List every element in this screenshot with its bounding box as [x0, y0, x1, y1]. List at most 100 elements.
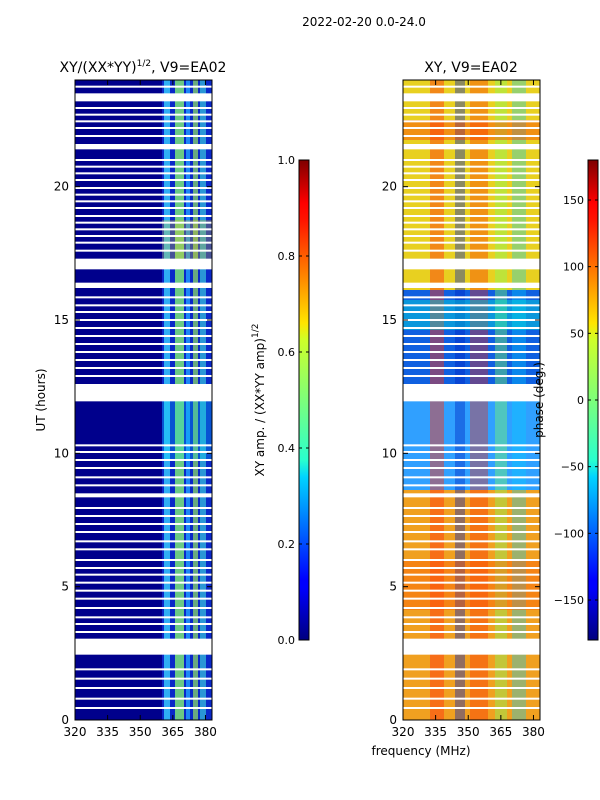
- left-gap-line: [75, 296, 212, 299]
- left-gap-band: [75, 384, 212, 402]
- left-gap-line: [75, 249, 212, 252]
- right-gap-line: [403, 296, 540, 299]
- right-gap-line: [403, 631, 540, 633]
- right-gap-line: [403, 179, 540, 181]
- left-gap-line: [75, 540, 212, 543]
- right-gap-line: [403, 567, 540, 569]
- right-gap-line: [403, 444, 540, 447]
- right-gap-line: [403, 507, 540, 509]
- left-gap-line: [75, 193, 212, 196]
- right-gap-line: [403, 241, 540, 244]
- right-gap-line: [403, 113, 540, 116]
- left-heatmap: [75, 80, 212, 720]
- right-gap-line: [403, 319, 540, 321]
- right-gap-line: [403, 107, 540, 109]
- right-gap-line: [403, 523, 540, 525]
- left-gap-line: [75, 107, 212, 109]
- left-gap-band: [75, 258, 212, 270]
- right-gap-band: [403, 384, 540, 402]
- left-gap-band: [75, 144, 212, 150]
- left-colorbar-label-main: XY amp. / (XX*YY amp): [253, 338, 267, 476]
- left-gap-line: [75, 200, 212, 203]
- left-gap-line: [75, 581, 212, 584]
- left-gap-line: [75, 459, 212, 461]
- left-gap-line: [75, 187, 212, 189]
- left-title-main: XY/(XX*YY): [60, 60, 137, 76]
- right-gap-line: [403, 359, 540, 361]
- left-gap-line: [75, 304, 212, 307]
- right-gap-line: [403, 707, 540, 709]
- left-gap-line: [75, 367, 212, 369]
- left-gap-line: [75, 359, 212, 361]
- left-gap-line: [75, 444, 212, 447]
- left-ytick-label: 5: [61, 580, 69, 594]
- right-xtick-label: 365: [489, 725, 512, 739]
- right-gap-band: [403, 144, 540, 150]
- right-gap-line: [403, 573, 540, 576]
- left-gap-line: [75, 228, 212, 231]
- right-xtick-label: 335: [424, 725, 447, 739]
- left-gap-line: [75, 343, 212, 345]
- left-xtick-label: 365: [161, 725, 184, 739]
- left-gap-line: [75, 484, 212, 487]
- right-gap-line: [403, 335, 540, 337]
- left-gap-line: [75, 235, 212, 237]
- right-gap-line: [403, 351, 540, 353]
- left-gap-line: [75, 215, 212, 217]
- left-gap-line: [75, 165, 212, 168]
- right-heatmap: [403, 80, 540, 720]
- right-gap-line: [403, 668, 540, 671]
- left-gap-line: [75, 85, 212, 88]
- left-gap-line: [75, 707, 212, 709]
- right-gap-line: [403, 687, 540, 689]
- left-colorbar-label: XY amp. / (XX*YY amp)1/2: [251, 324, 267, 477]
- right-gap-line: [403, 85, 540, 88]
- right-gap-band: [403, 493, 540, 498]
- right-gap-line: [403, 215, 540, 217]
- left-gap-line: [75, 668, 212, 671]
- left-ytick-label: 0: [61, 713, 69, 727]
- left-gap-line: [75, 451, 212, 453]
- right-colorbar-ticks: 150 100 50 0 −50 −100 −150: [554, 194, 598, 607]
- left-gap-line: [75, 548, 212, 551]
- right-gap-line: [403, 677, 540, 680]
- left-gap-line: [75, 616, 212, 619]
- right-gap-line: [403, 207, 540, 209]
- right-gap-line: [403, 327, 540, 329]
- left-colorbar-tick-label: 1.0: [278, 154, 296, 167]
- left-gap-line: [75, 567, 212, 569]
- right-colorbar-tick-label: −150: [554, 594, 584, 607]
- left-gap-line: [75, 207, 212, 209]
- right-colorbar: 150 100 50 0 −50 −100 −150 phase (deg.): [532, 159, 599, 641]
- left-gap-line: [75, 697, 212, 700]
- right-gap-line: [403, 343, 540, 345]
- right-gap-line: [403, 589, 540, 592]
- left-gap-band: [75, 282, 212, 288]
- left-gap-line: [75, 677, 212, 680]
- right-gap-line: [403, 531, 540, 533]
- right-gap-line: [403, 367, 540, 369]
- right-gap-line: [403, 515, 540, 517]
- left-gap-line: [75, 179, 212, 181]
- left-colorbar-tick-label: 0.2: [278, 538, 296, 551]
- right-gap-line: [403, 304, 540, 307]
- left-ytick-label: 20: [54, 180, 69, 194]
- left-colorbar-tick-label: 0.0: [278, 634, 296, 647]
- right-colorbar-label: phase (deg.): [532, 362, 546, 438]
- left-gap-line: [75, 559, 212, 561]
- left-gap-line: [75, 589, 212, 592]
- left-xtick-label: 320: [64, 725, 87, 739]
- right-colorbar-tick-label: 50: [570, 327, 584, 340]
- right-gap-line: [403, 165, 540, 168]
- right-gap-line: [403, 235, 540, 237]
- left-ytick-label: 10: [54, 446, 69, 460]
- left-title-suffix: , V9=EA02: [151, 60, 226, 76]
- x-axis-label: frequency (MHz): [371, 744, 470, 758]
- left-gap-band: [75, 493, 212, 498]
- left-gap-line: [75, 515, 212, 517]
- right-gap-line: [403, 459, 540, 461]
- right-colorbar-tick-label: −50: [561, 461, 584, 474]
- left-colorbar-ticks: 0.0 0.2 0.4 0.6 0.8 1.0: [278, 154, 309, 647]
- left-gap-line: [75, 319, 212, 321]
